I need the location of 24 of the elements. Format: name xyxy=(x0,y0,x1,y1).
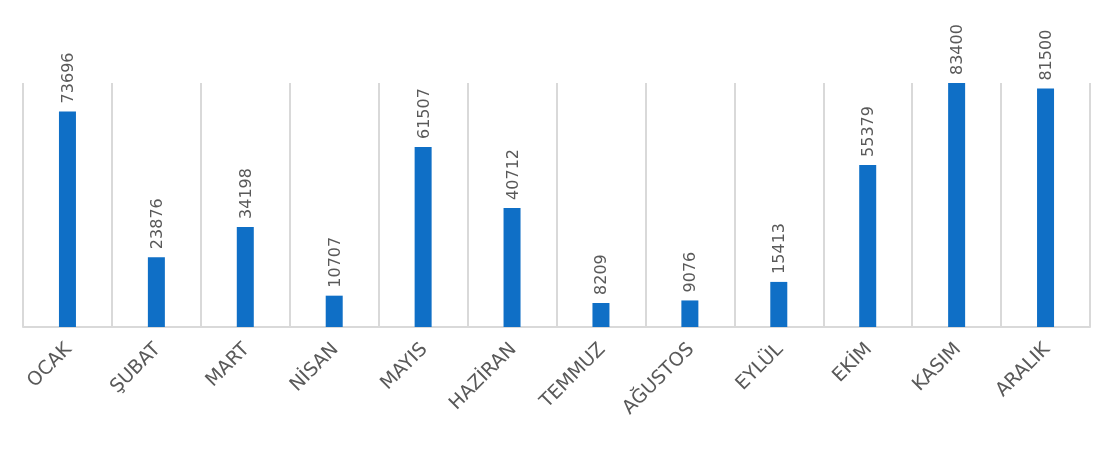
data-label: 83400 xyxy=(947,24,967,75)
bar xyxy=(147,257,165,327)
data-label: 73696 xyxy=(57,52,77,104)
data-label: 10707 xyxy=(324,236,344,288)
bar xyxy=(325,295,343,327)
bar xyxy=(414,147,432,327)
bar xyxy=(681,300,699,327)
bar xyxy=(58,111,76,327)
bar xyxy=(859,164,877,327)
bar xyxy=(948,83,966,327)
bar xyxy=(503,207,521,327)
data-label: 61507 xyxy=(413,88,433,140)
data-label: 9076 xyxy=(680,251,700,293)
data-label: 81500 xyxy=(1036,29,1056,81)
bar xyxy=(592,302,610,327)
bar xyxy=(236,226,254,327)
bar xyxy=(770,281,788,327)
data-label: 23876 xyxy=(146,198,166,250)
bar xyxy=(1037,88,1055,327)
data-label: 34198 xyxy=(235,168,255,219)
data-label: 15413 xyxy=(769,223,789,274)
data-label: 55379 xyxy=(858,106,878,157)
data-label: 40712 xyxy=(502,148,522,200)
data-label: 8209 xyxy=(591,254,611,295)
